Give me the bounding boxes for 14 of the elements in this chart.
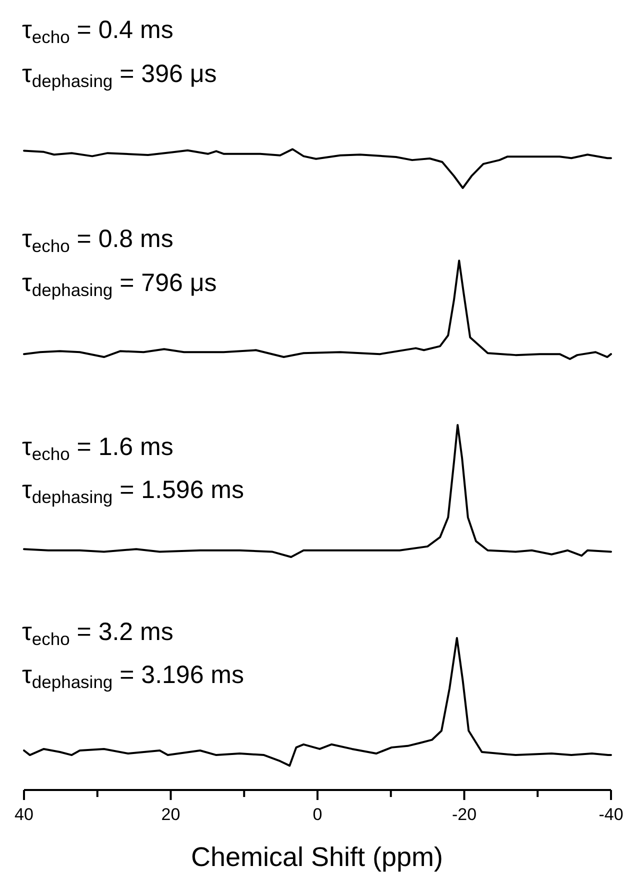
text: τ$_{echo}$ = 0.8 ms — [22, 225, 174, 256]
annotation: τ$_{echo}$ = 3.2 ms — [22, 618, 174, 650]
text: τ$_{dephasing}$ = 396 μs — [22, 60, 217, 92]
annotation: τ$_{dephasing}$ = 3.196 ms — [22, 661, 244, 692]
x-tick-label: 20 — [161, 805, 180, 824]
x-tick-label: 40 — [14, 805, 34, 824]
annotation: τ$_{dephasing}$ = 796 μs — [22, 269, 217, 300]
x-tick-label: 0 — [312, 805, 322, 824]
text: τ$_{echo}$ = 0.4 ms — [22, 16, 174, 48]
x-tick-label: -40 — [598, 805, 624, 824]
x-tick-label: -20 — [452, 805, 477, 824]
x-axis-title: Chemical Shift (ppm) — [190, 842, 444, 872]
annotation: τ$_{dephasing}$ = 1.596 ms — [22, 476, 244, 508]
annotation: τ$_{echo}$ = 1.6 ms — [22, 433, 174, 464]
